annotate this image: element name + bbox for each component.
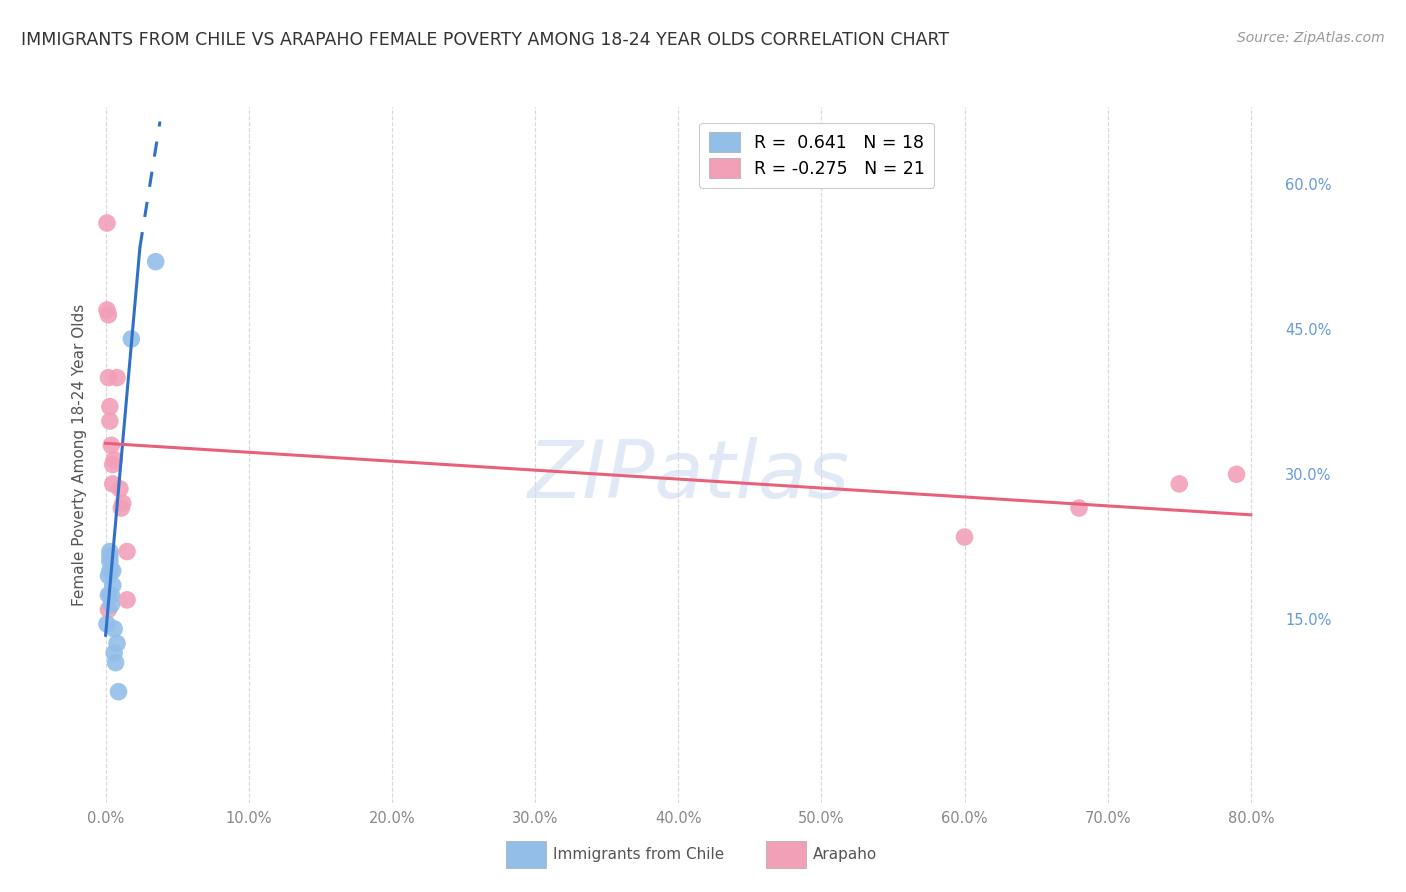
Point xyxy=(104,656,127,670)
Text: Immigrants from Chile: Immigrants from Chile xyxy=(553,847,724,862)
Point xyxy=(98,544,121,558)
Point xyxy=(145,254,167,268)
Point xyxy=(100,438,122,452)
Point xyxy=(97,370,120,384)
Point xyxy=(96,216,118,230)
Point xyxy=(100,588,122,602)
Point xyxy=(101,477,124,491)
Point xyxy=(97,602,120,616)
Point xyxy=(101,458,124,472)
Y-axis label: Female Poverty Among 18-24 Year Olds: Female Poverty Among 18-24 Year Olds xyxy=(72,304,87,606)
Point xyxy=(103,622,125,636)
Point xyxy=(96,617,118,632)
Point xyxy=(1067,501,1090,516)
Point xyxy=(115,544,138,558)
Point xyxy=(97,308,120,322)
Point xyxy=(105,636,128,650)
Point xyxy=(98,400,121,414)
Point xyxy=(103,646,125,660)
Point xyxy=(115,592,138,607)
Text: IMMIGRANTS FROM CHILE VS ARAPAHO FEMALE POVERTY AMONG 18-24 YEAR OLDS CORRELATIO: IMMIGRANTS FROM CHILE VS ARAPAHO FEMALE … xyxy=(21,31,949,49)
Point xyxy=(120,332,142,346)
Point xyxy=(108,482,131,496)
Point xyxy=(98,549,121,564)
Point xyxy=(96,303,118,318)
Point xyxy=(97,568,120,582)
Point xyxy=(97,588,120,602)
Point xyxy=(111,496,134,510)
Point xyxy=(100,598,122,612)
Point xyxy=(1168,477,1191,491)
Point xyxy=(105,370,128,384)
Point xyxy=(110,501,132,516)
Point xyxy=(953,530,976,544)
Point xyxy=(1225,467,1247,482)
Text: ZIPatlas: ZIPatlas xyxy=(527,437,851,515)
Point xyxy=(107,684,129,698)
Point xyxy=(98,554,121,568)
Point xyxy=(101,564,124,578)
Point xyxy=(98,414,121,428)
Point xyxy=(98,564,121,578)
Text: Arapaho: Arapaho xyxy=(813,847,877,862)
Text: Source: ZipAtlas.com: Source: ZipAtlas.com xyxy=(1237,31,1385,45)
Point xyxy=(101,578,124,592)
Legend: R =  0.641   N = 18, R = -0.275   N = 21: R = 0.641 N = 18, R = -0.275 N = 21 xyxy=(699,123,934,188)
Point xyxy=(103,452,125,467)
